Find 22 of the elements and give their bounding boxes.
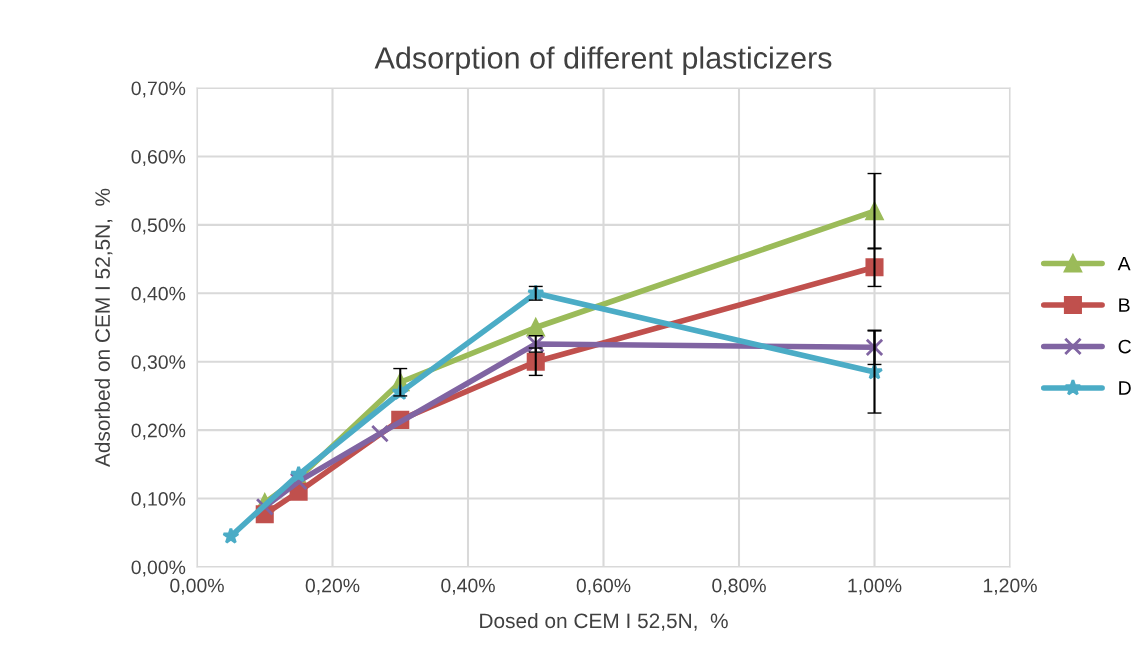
- x-tick-label: 0,40%: [441, 578, 495, 595]
- y-axis-title: Adsorbed on CEM I 52,5N, %: [94, 188, 113, 467]
- y-tick-label: 0,40%: [131, 286, 186, 303]
- x-tick-label: 0,60%: [576, 578, 631, 595]
- y-tick-label: 0,00%: [131, 560, 186, 577]
- y-tick-label: 0,20%: [131, 423, 186, 440]
- y-tick-label: 0,30%: [131, 355, 186, 372]
- x-tick-label: 0,00%: [170, 578, 224, 595]
- y-tick-label: 0,70%: [131, 81, 186, 98]
- x-tick-label: 1,00%: [848, 578, 902, 595]
- legend-label: C: [1118, 339, 1131, 354]
- x-axis-title: Dosed on CEM I 52,5N, %: [480, 612, 728, 631]
- x-tick-label: 1,20%: [983, 578, 1037, 595]
- y-tick-label: 0,60%: [131, 149, 186, 166]
- legend-label: A: [1117, 256, 1131, 271]
- y-tick-label: 0,10%: [131, 492, 186, 509]
- y-tick-label: 0,50%: [131, 218, 186, 235]
- x-tick-label: 0,80%: [712, 578, 766, 595]
- legend-label: B: [1119, 298, 1130, 312]
- legend-label: D: [1119, 381, 1131, 395]
- chart-title: Adsorption of different plasticizers: [374, 46, 832, 75]
- x-tick-label: 0,20%: [305, 578, 360, 595]
